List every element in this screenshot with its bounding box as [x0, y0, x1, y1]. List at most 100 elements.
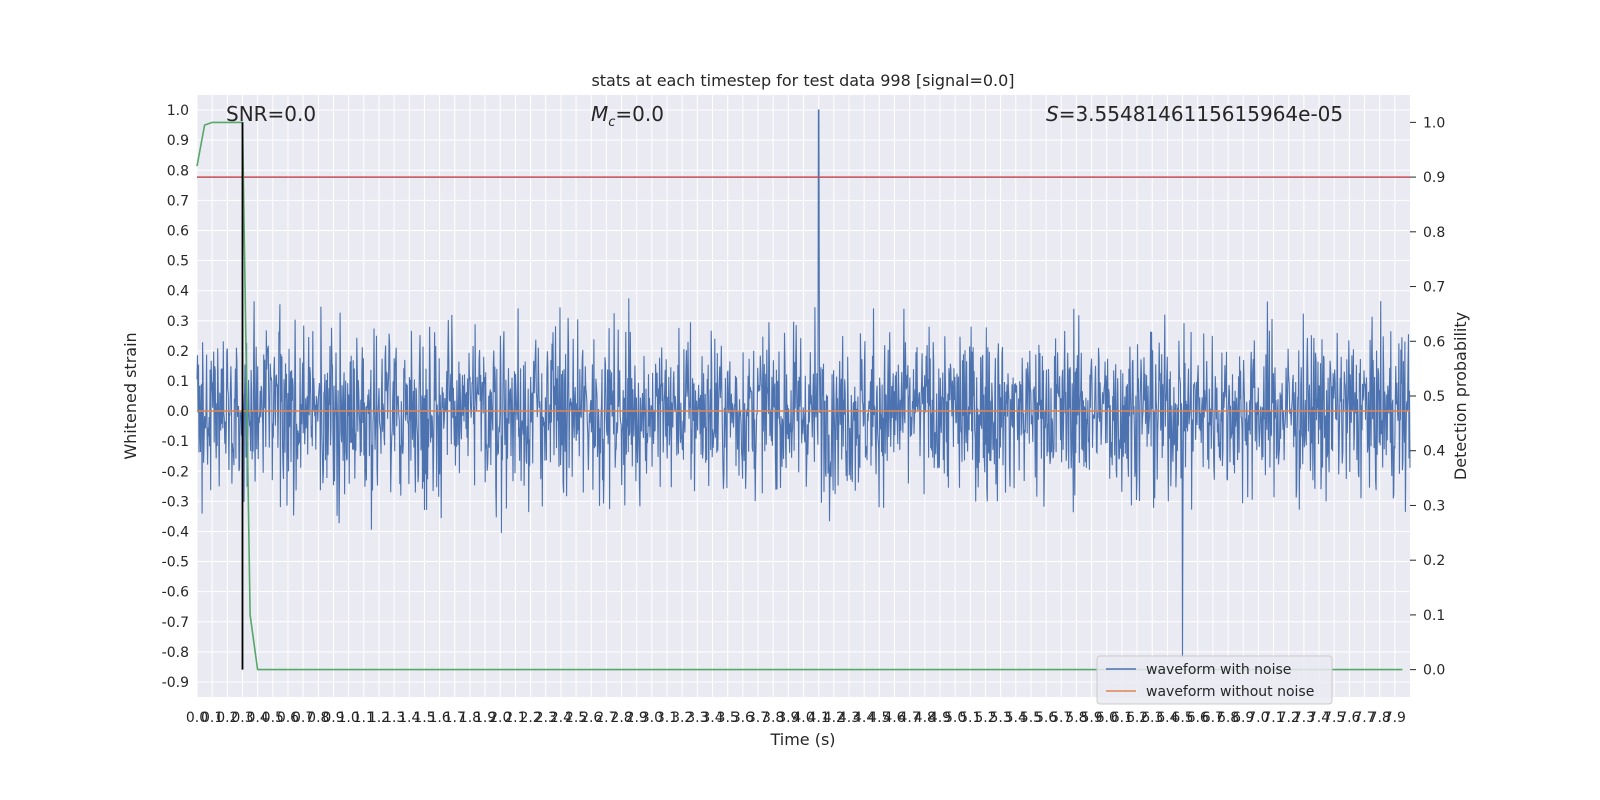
x-tick-label: 0.4: [247, 710, 269, 726]
legend: waveform with noise waveform without noi…: [1096, 655, 1333, 705]
x-tick-label: 2.7: [595, 710, 617, 726]
y-tick-label-right: 0.9: [1423, 170, 1445, 186]
x-tick-label: 5.8: [1065, 710, 1087, 726]
x-tick-label: 1.6: [428, 710, 450, 726]
y-ticks-left: 1.0 0.9 0.8 0.7 0.6 0.5 0.4 0.3 0.2 0.1 0.0 -0.1 -0.…: [162, 103, 189, 691]
x-tick-label: 6.6: [1187, 710, 1209, 726]
x-tick-label: 0.3: [231, 710, 253, 726]
x-tick-label: 3.6: [732, 710, 754, 726]
x-tick-label: 5.0: [944, 710, 966, 726]
x-tick-label: 4.2: [823, 710, 845, 726]
x-tick-label: 4.8: [914, 710, 936, 726]
x-tick-label: 6.2: [1126, 710, 1148, 726]
x-tick-label: 5.2: [974, 710, 996, 726]
x-tick-label: 0.9: [322, 710, 344, 726]
y-axis-label-left: Whitened strain: [121, 332, 140, 459]
x-tick-label: 0.0: [186, 710, 208, 726]
x-tick-label: 2.3: [535, 710, 557, 726]
x-tick-label: 3.4: [701, 710, 723, 726]
x-tick-label: 5.3: [989, 710, 1011, 726]
x-tick-label: 7.5: [1323, 710, 1345, 726]
annotation-mc: Mc=0.0: [591, 102, 664, 130]
x-tick-label: 3.5: [717, 710, 739, 726]
x-tick-label: 3.9: [777, 710, 799, 726]
x-tick-label: 1.0: [337, 710, 359, 726]
y-tick-label-left: -0.3: [162, 494, 189, 510]
x-tick-label: 7.3: [1293, 710, 1315, 726]
x-tick-label: 3.1: [656, 710, 678, 726]
y-tick-label-left: -0.4: [162, 524, 189, 540]
x-tick-label: 7.1: [1262, 710, 1284, 726]
annotation-mc-symbol: M: [591, 102, 608, 126]
y-tick-label-left: -0.1: [162, 434, 189, 450]
x-tick-label: 7.2: [1278, 710, 1300, 726]
x-tick-label: 2.9: [626, 710, 648, 726]
y-tick-label-left: -0.5: [162, 555, 189, 571]
x-tick-label: 0.5: [262, 710, 284, 726]
x-tick-label: 2.4: [550, 710, 572, 726]
y-axis-label-right: Detection probability: [1451, 312, 1470, 480]
x-tick-label: 3.7: [747, 710, 769, 726]
x-tick-label: 1.1: [353, 710, 375, 726]
annotation-s-symbol: S: [1046, 102, 1059, 126]
x-tick-label: 6.9: [1232, 710, 1254, 726]
x-tick-label: 4.6: [883, 710, 905, 726]
annotation-s: S=3.5548146115615964e-05: [1046, 102, 1343, 126]
y-tick-label-right: 0.0: [1423, 663, 1445, 679]
x-tick-label: 5.5: [1020, 710, 1042, 726]
x-tick-label: 5.9: [1080, 710, 1102, 726]
x-tick-label: 6.0: [1096, 710, 1118, 726]
x-tick-label: 1.4: [398, 710, 420, 726]
x-tick-label: 7.7: [1353, 710, 1375, 726]
legend-label-with-noise: waveform with noise: [1146, 662, 1291, 678]
y-tick-label-left: 0.5: [167, 254, 189, 270]
x-tick-label: 4.5: [868, 710, 890, 726]
y-tick-label-left: -0.8: [162, 645, 189, 661]
y-tick-label-right: 0.1: [1423, 608, 1445, 624]
x-tick-label: 0.6: [277, 710, 299, 726]
x-tick-label: 6.1: [1111, 710, 1133, 726]
series-waveform-with-noise: [196, 109, 1411, 658]
x-tick-label: 1.2: [368, 710, 390, 726]
x-tick-label: 6.8: [1217, 710, 1239, 726]
y-tick-label-right: 0.5: [1423, 389, 1445, 405]
x-tick-label: 1.5: [413, 710, 435, 726]
legend-box: [1096, 655, 1333, 705]
x-tick-label: 7.9: [1384, 710, 1406, 726]
x-tick-label: 0.2: [216, 710, 238, 726]
y-tick-label-left: 0.0: [167, 404, 189, 420]
y-tick-label-left: 0.1: [167, 374, 189, 390]
waveform-with-noise-line: [196, 109, 1411, 658]
y-tick-label-left: 0.9: [167, 133, 189, 149]
x-tick-label: 0.7: [292, 710, 314, 726]
x-tick-label: 1.8: [459, 710, 481, 726]
legend-label-without-noise: waveform without noise: [1146, 684, 1314, 700]
x-tick-label: 2.0: [489, 710, 511, 726]
x-tick-label: 0.1: [201, 710, 223, 726]
x-tick-label: 4.1: [808, 710, 830, 726]
x-tick-label: 3.2: [671, 710, 693, 726]
x-tick-label: 2.8: [610, 710, 632, 726]
x-tick-label: 7.6: [1338, 710, 1360, 726]
annotation-snr: SNR=0.0: [226, 102, 316, 126]
y-tick-label-left: 0.4: [167, 284, 189, 300]
y-tick-label-right: 1.0: [1423, 115, 1445, 131]
x-tick-label: 4.0: [792, 710, 814, 726]
x-tick-label: 2.1: [504, 710, 526, 726]
overlays: [196, 121, 1410, 671]
y-tick-label-right: 0.8: [1423, 225, 1445, 241]
x-tick-label: 1.9: [474, 710, 496, 726]
x-axis-label: Time (s): [769, 730, 835, 749]
x-tick-label: 7.8: [1369, 710, 1391, 726]
y-tick-label-left: -0.6: [162, 585, 189, 601]
y-tick-label-right: 0.2: [1423, 553, 1445, 569]
x-tick-label: 6.4: [1156, 710, 1178, 726]
x-ticks: 0.00.10.20.30.40.50.60.70.80.91.01.11.21…: [186, 710, 1406, 726]
x-tick-label: 2.5: [565, 710, 587, 726]
y-tick-label-left: 0.3: [167, 314, 189, 330]
x-tick-label: 2.6: [580, 710, 602, 726]
x-tick-label: 4.4: [853, 710, 875, 726]
y-tick-label-left: 0.7: [167, 193, 189, 209]
y-tick-label-left: -0.9: [162, 675, 189, 691]
